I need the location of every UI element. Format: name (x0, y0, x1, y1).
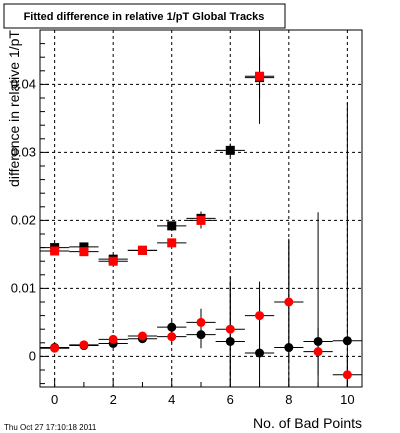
data-point-circle (50, 343, 60, 353)
data-point-square (79, 242, 89, 252)
data-point-square (196, 215, 206, 225)
y-tick-label: 0 (29, 348, 36, 363)
data-point-square (108, 256, 118, 266)
data-point-circle (137, 331, 147, 341)
data-point-square (167, 238, 177, 248)
data-point-circle (342, 370, 352, 380)
x-tick-label: 4 (168, 392, 175, 407)
chart-title: Fitted difference in relative 1/pT Globa… (24, 11, 265, 23)
y-tick-label: 0.01 (11, 280, 36, 295)
x-tick-label: 2 (110, 392, 117, 407)
data-point-circle (79, 340, 89, 350)
data-point-circle (167, 332, 177, 342)
series-1 (40, 30, 275, 266)
data-point-circle (196, 317, 206, 327)
data-point-square (50, 246, 60, 256)
timestamp: Thu Oct 27 17:10:18 2011 (4, 423, 97, 432)
axis-ticks (40, 29, 348, 387)
data-marks (40, 30, 362, 387)
series-0 (40, 57, 275, 264)
data-point-square (255, 71, 265, 81)
data-point-square (225, 145, 235, 155)
data-point-circle (255, 348, 265, 358)
data-point-square (167, 221, 177, 231)
series-3 (40, 240, 362, 387)
y-tick-label: 0.04 (11, 76, 36, 91)
x-tick-label: 0 (51, 392, 58, 407)
data-point-circle (255, 311, 265, 321)
data-point-circle (284, 297, 294, 307)
title-box (3, 3, 286, 29)
data-point-circle (108, 334, 118, 344)
data-point-circle (342, 336, 352, 346)
x-tick-label: 8 (285, 392, 292, 407)
y-tick-label: 0.02 (11, 212, 36, 227)
x-tick-label: 6 (227, 392, 234, 407)
tick-labels: 0 2 4 6 8 10 0 0.01 0.02 0.03 0.04 (11, 76, 355, 407)
y-axis-label: difference in relative 1/pT (6, 30, 22, 187)
x-tick-label: 10 (340, 392, 354, 407)
data-point-circle (167, 322, 177, 332)
y-tick-label: 0.03 (11, 144, 36, 159)
x-axis-label: No. of Bad Points (253, 415, 362, 431)
data-point-circle (313, 347, 323, 357)
data-point-square (137, 245, 147, 255)
data-point-circle (225, 324, 235, 334)
data-point-square (79, 247, 89, 257)
